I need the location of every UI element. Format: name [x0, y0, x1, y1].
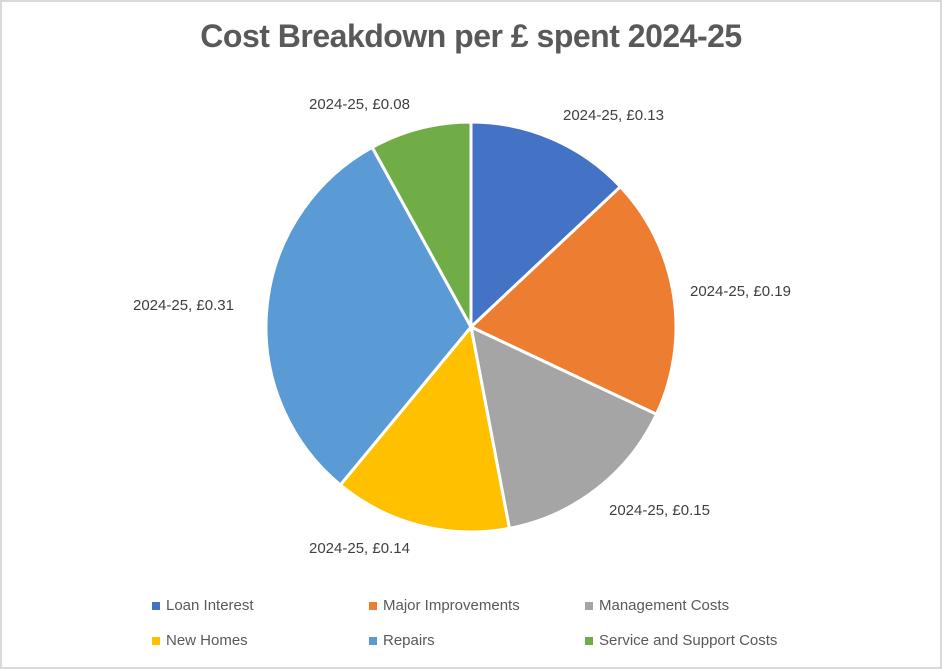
legend-label: New Homes — [166, 632, 248, 649]
legend-item-service-and-support-costs[interactable]: Service and Support Costs — [585, 632, 777, 649]
pie-slice-loan-interest[interactable] — [469, 120, 622, 329]
legend-item-loan-interest[interactable]: Loan Interest — [152, 597, 254, 614]
legend-item-management-costs[interactable]: Management Costs — [585, 597, 729, 614]
pie-slice-major-improvements[interactable] — [469, 185, 678, 416]
legend-swatch-icon — [585, 636, 593, 645]
chart-title: Cost Breakdown per £ spent 2024-25 — [200, 18, 742, 54]
pie-slice-service-and-support-costs[interactable] — [370, 120, 473, 329]
data-label: 2024-25, £0.13 — [563, 107, 664, 124]
legend-label: Service and Support Costs — [599, 632, 778, 649]
legend-item-major-improvements[interactable]: Major Improvements — [369, 597, 520, 614]
legend-swatch-icon — [152, 601, 160, 610]
legend-swatch-icon — [369, 601, 377, 610]
legend-label: Loan Interest — [166, 597, 254, 614]
legend-swatch-icon — [585, 601, 593, 610]
legend-swatch-icon — [152, 636, 160, 645]
data-label: 2024-25, £0.19 — [690, 283, 791, 300]
pie-slice-new-homes[interactable] — [338, 325, 511, 534]
pie-slice-management-costs[interactable] — [469, 325, 658, 530]
legend-label: Major Improvements — [383, 597, 520, 614]
data-label: 2024-25, £0.15 — [609, 502, 710, 519]
pie-slice-repairs[interactable] — [264, 145, 473, 487]
legend-swatch-icon — [369, 636, 377, 645]
data-label: 2024-25, £0.14 — [309, 540, 410, 557]
data-label: 2024-25, £0.31 — [133, 297, 234, 314]
data-label: 2024-25, £0.08 — [309, 96, 410, 113]
legend-item-new-homes[interactable]: New Homes — [152, 632, 248, 649]
legend-label: Management Costs — [599, 597, 730, 614]
legend-item-repairs[interactable]: Repairs — [369, 632, 435, 649]
legend-label: Repairs — [383, 632, 435, 649]
